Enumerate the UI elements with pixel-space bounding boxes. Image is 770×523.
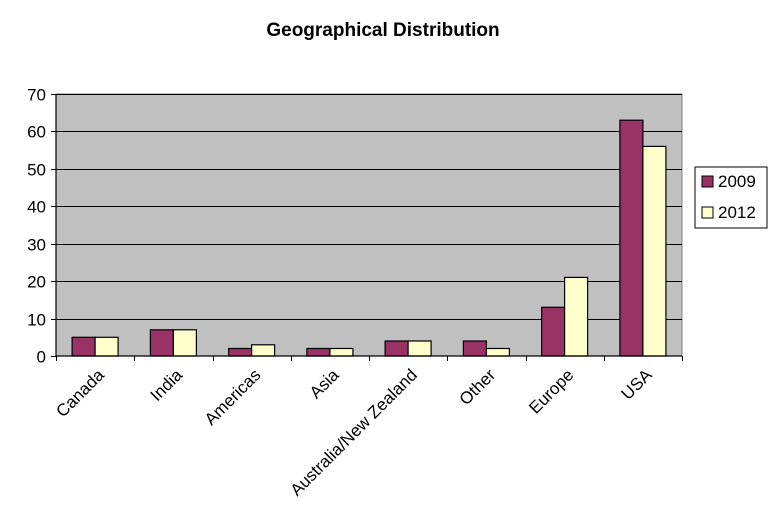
legend-label-2009: 2009 (718, 172, 756, 191)
x-category-label: Australia/New Zealand (287, 365, 421, 499)
y-tick-label: 10 (27, 311, 46, 330)
x-category-label: Asia (306, 365, 343, 402)
bar-2009-asia (306, 347, 331, 357)
x-category-label: Canada (52, 365, 108, 421)
bar-2012-americas (251, 344, 276, 357)
bar-2012-usa (642, 145, 667, 357)
legend: 2009 2012 (694, 166, 768, 229)
x-category-label: India (147, 365, 187, 405)
x-category-label: Other (456, 365, 500, 409)
bar-2009-canada (71, 336, 96, 357)
legend-label-2012: 2012 (718, 203, 756, 222)
bar-2012-other (485, 347, 510, 357)
y-tick-label: 60 (27, 123, 46, 142)
bar-2009-australia-new-zealand (384, 340, 409, 357)
bar-2012-canada (94, 336, 119, 357)
bar-2012-australia-new-zealand (407, 340, 432, 357)
x-category-label: Americas (201, 365, 265, 429)
axes (55, 94, 683, 361)
bar-2009-europe (540, 306, 566, 357)
y-tick-label: 30 (27, 236, 46, 255)
bar-2012-india (172, 329, 197, 357)
bar-2012-asia (329, 347, 354, 357)
bars (71, 119, 667, 357)
y-axis-ticks: 0 10 20 30 40 50 60 70 (27, 86, 56, 367)
bar-2009-india (149, 329, 174, 357)
bar-2009-americas (228, 347, 253, 357)
y-tick-label: 40 (27, 198, 46, 217)
bar-2012-europe (563, 276, 589, 357)
y-tick-label: 70 (27, 86, 46, 105)
y-tick-label: 20 (27, 273, 46, 292)
x-category-label: USA (618, 365, 657, 404)
chart-title: Geographical Distribution (266, 20, 499, 41)
y-tick-label: 50 (27, 161, 46, 180)
bar-2009-usa (619, 119, 644, 357)
x-category-label: Europe (525, 365, 577, 417)
legend-swatch-2012 (701, 206, 714, 219)
bar-2009-other (462, 340, 487, 357)
legend-swatch-2009 (701, 175, 714, 188)
y-tick-label: 0 (37, 348, 46, 367)
